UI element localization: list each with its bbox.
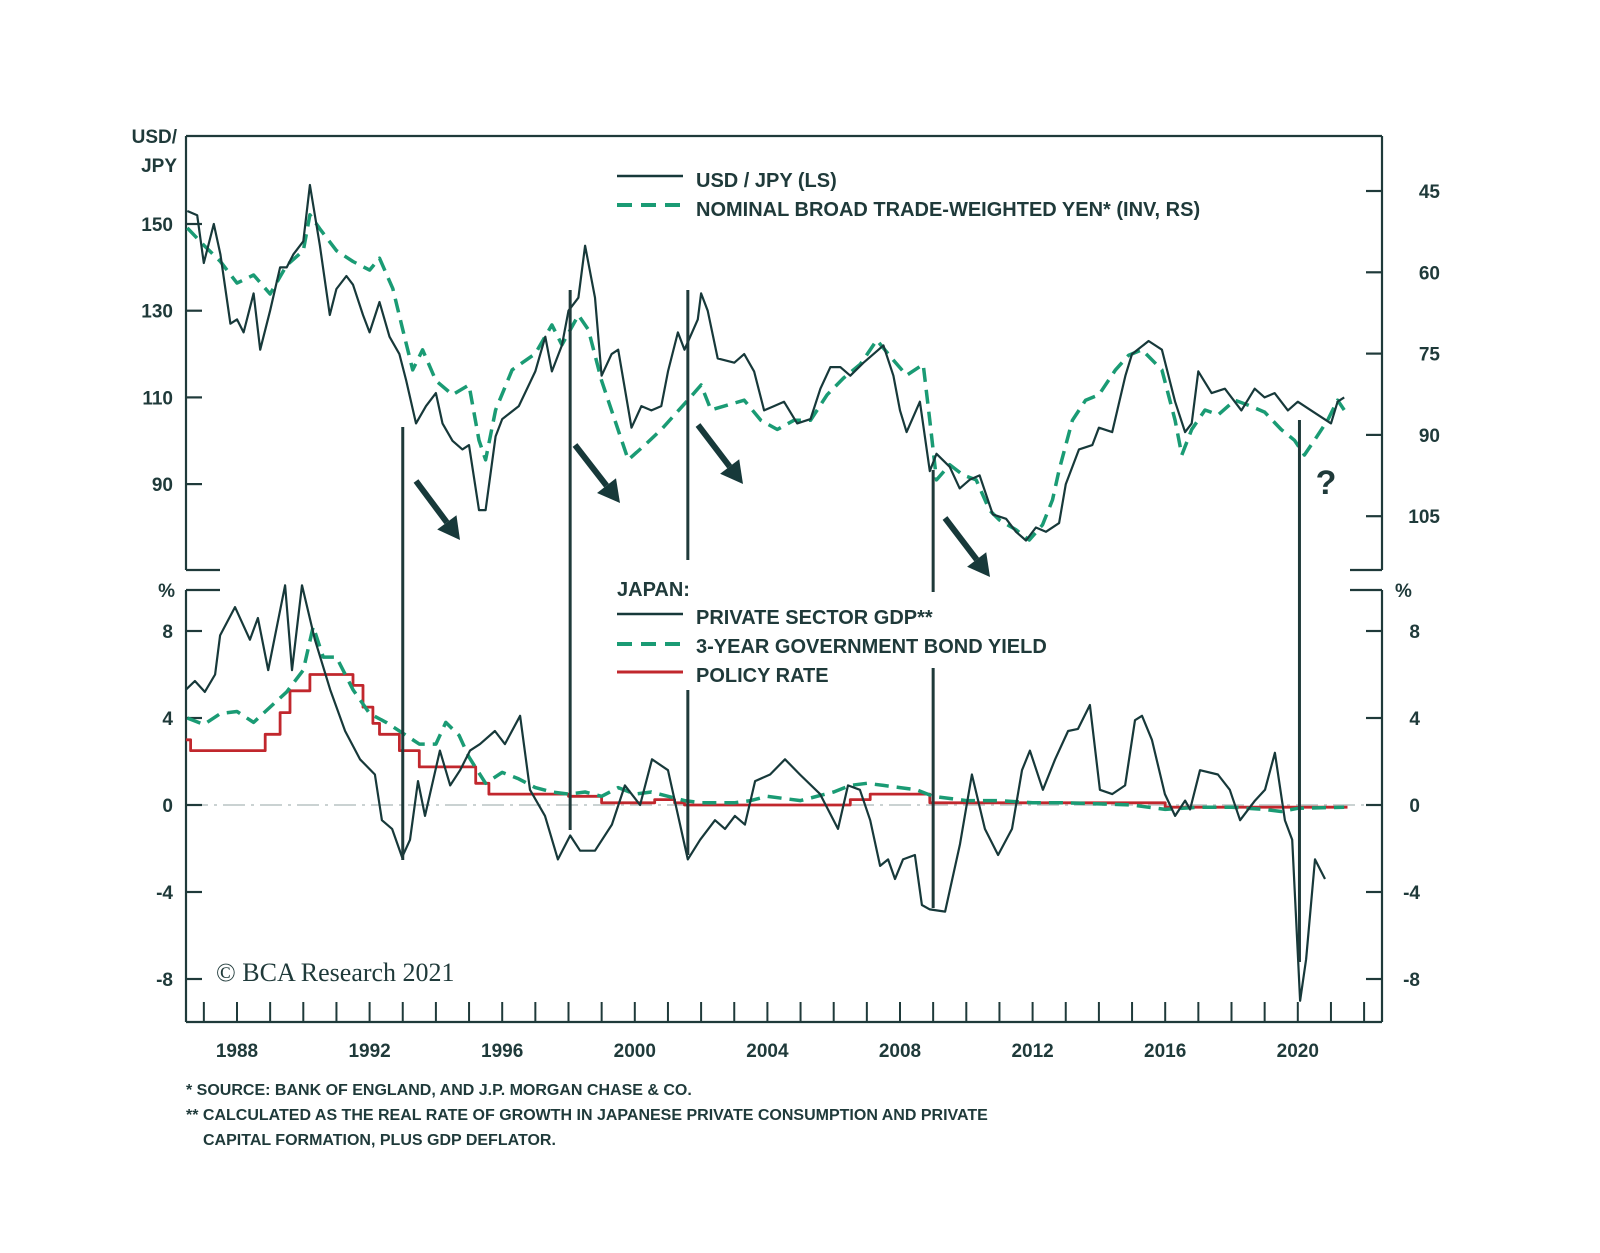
left-tick-label: 130 — [141, 302, 173, 323]
left-tick-label: 90 — [152, 475, 173, 496]
footnote-3: CAPITAL FORMATION, PLUS GDP DEFLATOR. — [203, 1132, 556, 1149]
arrow-shaft — [572, 443, 609, 488]
right-tick-label: 45 — [1419, 182, 1441, 203]
left-axis-label-line1: USD/ — [132, 127, 178, 148]
series-lines — [185, 183, 1348, 1002]
x-tick-label: 2012 — [1011, 1041, 1053, 1062]
legend-label-yen-twi: NOMINAL BROAD TRADE-WEIGHTED YEN* (INV, … — [696, 199, 1200, 221]
x-tick-label: 2004 — [746, 1041, 789, 1062]
x-tick-label: 2000 — [614, 1041, 656, 1062]
x-tick-label: 1992 — [348, 1041, 390, 1062]
bottom-left-tick-label: 0 — [162, 796, 173, 817]
yen-twi-line — [186, 213, 1346, 542]
bottom-right-axis-label: % — [1395, 581, 1412, 602]
left-axis-label-line2: JPY — [141, 156, 177, 177]
bottom-legend: JAPAN: PRIVATE SECTOR GDP** 3-YEAR GOVER… — [617, 579, 1047, 687]
usdjpy-line — [186, 183, 1345, 542]
question-annotation: ? — [1316, 464, 1337, 502]
right-tick-label: 75 — [1419, 345, 1441, 366]
x-tick-label: 2016 — [1144, 1041, 1186, 1062]
right-tick-label: 60 — [1419, 263, 1440, 284]
legend-label-gdp: PRIVATE SECTOR GDP** — [696, 607, 933, 629]
arrow-head — [437, 515, 460, 540]
copyright-logo: © BCA Research 2021 — [216, 958, 455, 987]
bottom-right-tick-label: -4 — [1403, 883, 1420, 904]
bottom-left-tick-label: -8 — [156, 970, 173, 991]
bottom-left-tick-label: 4 — [162, 709, 173, 730]
policy-rate-line — [185, 673, 1348, 809]
bottom-right-tick-label: 4 — [1409, 709, 1420, 730]
arrow-shaft — [695, 423, 733, 469]
bottom-right-tick-label: 8 — [1409, 622, 1420, 643]
private-gdp-line — [185, 584, 1326, 1002]
legend-label-usdjpy: USD / JPY (LS) — [696, 170, 837, 192]
bottom-right-tick-label: -8 — [1403, 970, 1420, 991]
bottom-left-tick-label: 8 — [162, 622, 173, 643]
right-tick-label: 105 — [1408, 507, 1440, 528]
x-tick-label: 2020 — [1277, 1041, 1319, 1062]
footnote-1: * SOURCE: BANK OF ENGLAND, AND J.P. MORG… — [186, 1082, 692, 1099]
down-arrow-icon — [695, 423, 743, 484]
arrow-head — [720, 459, 743, 484]
arrow-head — [967, 552, 990, 577]
bond-yield-line — [186, 624, 1345, 814]
x-tick-label: 1996 — [481, 1041, 523, 1062]
x-tick-label: 1988 — [216, 1041, 258, 1062]
top-legend: USD / JPY (LS) NOMINAL BROAD TRADE-WEIGH… — [617, 170, 1200, 221]
bottom-left-axis-label: % — [158, 581, 175, 602]
event-lines — [401, 290, 1301, 962]
x-tick-label: 2008 — [879, 1041, 921, 1062]
legend-label-bond: 3-YEAR GOVERNMENT BOND YIELD — [696, 636, 1047, 658]
legend-label-policy: POLICY RATE — [696, 665, 829, 687]
down-arrow-icon — [572, 443, 620, 503]
arrow-shaft — [413, 479, 450, 525]
bottom-left-tick-label: -4 — [156, 883, 173, 904]
down-arrow-icon — [942, 516, 990, 577]
right-tick-label: 90 — [1419, 426, 1440, 447]
legend-title-japan: JAPAN: — [617, 579, 690, 601]
left-tick-label: 110 — [142, 388, 173, 409]
footnote-2: ** CALCULATED AS THE REAL RATE OF GROWTH… — [186, 1107, 988, 1124]
down-arrow-icon — [413, 479, 460, 540]
bottom-right-tick-label: 0 — [1409, 796, 1420, 817]
left-tick-label: 150 — [141, 215, 173, 236]
arrow-head — [597, 478, 620, 503]
axis-ticks: 150 130 110 90 45 60 75 90 105 8 8 4 4 0 0 -4 -4 -8 -8 1988… — [141, 182, 1440, 1062]
arrow-shaft — [942, 516, 980, 562]
